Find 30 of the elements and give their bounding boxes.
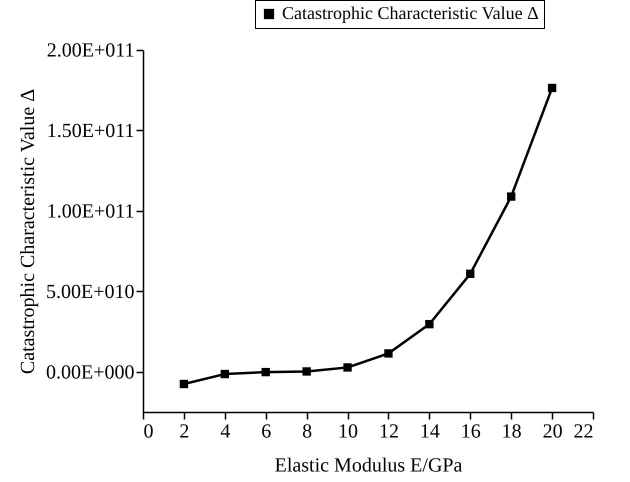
point (302, 367, 311, 376)
x-tick-label: 2 (179, 420, 190, 442)
x-tick-label: 4 (220, 420, 230, 442)
point (180, 380, 188, 388)
point (262, 368, 270, 376)
x-tick-label: 0 (144, 420, 154, 442)
y-tick-label: 2.00E+011 (46, 40, 134, 62)
x-tick-label: 6 (261, 420, 272, 442)
legend-label: Catastrophic Characteristic Value Δ (282, 3, 539, 23)
x-tick-label: 10 (338, 420, 358, 442)
point (548, 84, 556, 92)
x-tick-label: 12 (378, 420, 399, 442)
point (220, 370, 229, 378)
x-tick-label: 8 (302, 420, 312, 442)
x-tick-label: 20 (542, 420, 563, 442)
x-tick-label: 16 (460, 420, 481, 442)
point (343, 363, 352, 372)
y-tick-label: 1.50E+011 (46, 120, 134, 142)
x-tick-label: 14 (420, 420, 440, 442)
x-axis-title: Elastic Modulus E/GPa (274, 454, 463, 476)
y-tick-label: 0.00E+000 (46, 361, 134, 384)
point (507, 192, 516, 201)
x-tick-label: 18 (502, 420, 522, 442)
point (425, 320, 434, 328)
y-tick-label: 5.00E+010 (46, 280, 134, 303)
point (384, 349, 393, 358)
y-axis-title: Catastrophic Characteristic Value Δ (17, 88, 40, 374)
point (466, 270, 474, 278)
x-tick-label: 22 (574, 420, 594, 442)
y-tick-label: 1.00E+011 (46, 200, 134, 222)
